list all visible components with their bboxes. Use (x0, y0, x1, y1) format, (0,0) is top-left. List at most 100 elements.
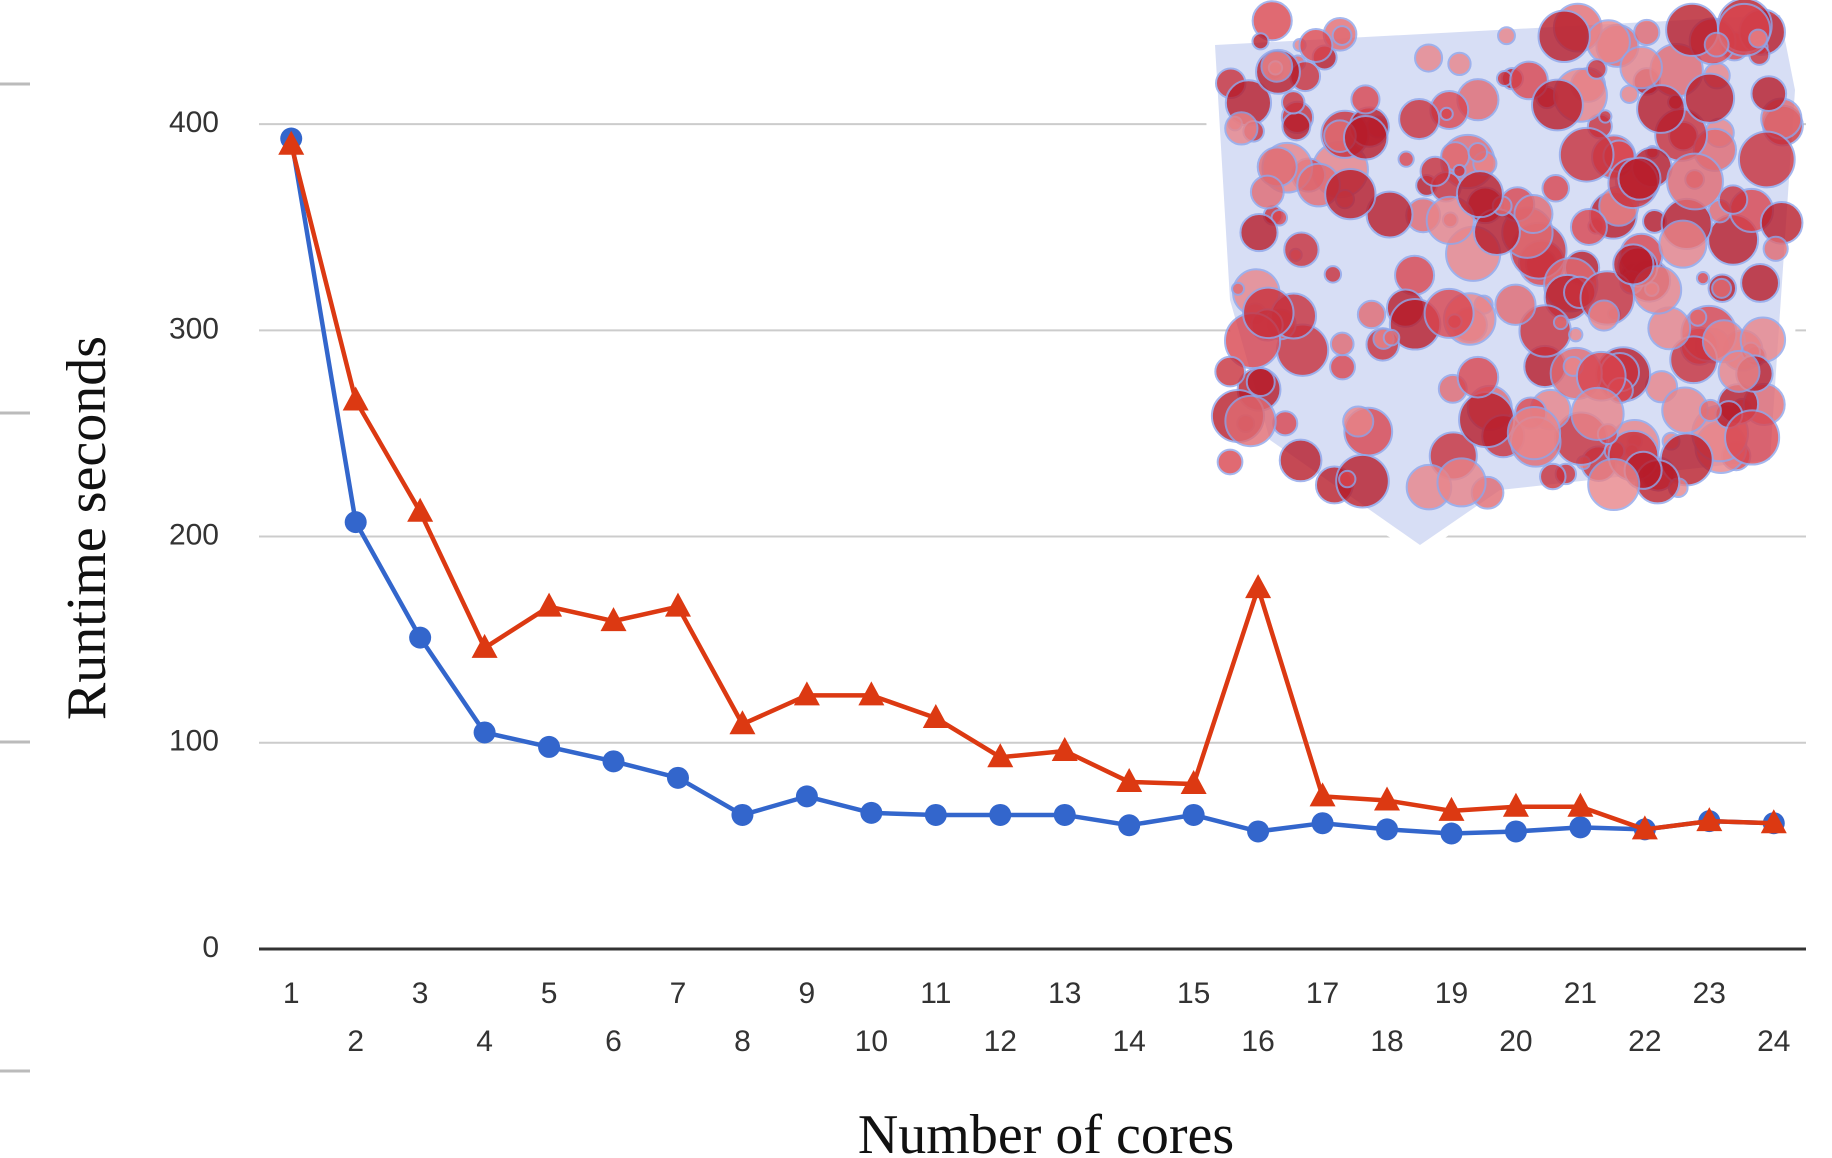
inset-blob (1508, 407, 1560, 459)
data-point (407, 498, 433, 522)
inset-blob (1613, 244, 1653, 284)
inset-blob (1659, 221, 1706, 268)
inset-blob (1540, 464, 1565, 489)
x-tick-label: 12 (984, 1025, 1017, 1058)
inset-blob (1498, 27, 1515, 44)
inset-blob (1571, 388, 1623, 440)
inset-blob (1589, 300, 1619, 330)
inset-blob (1495, 285, 1535, 325)
x-tick-label: 5 (541, 977, 558, 1010)
inset-blob (1218, 450, 1243, 475)
data-point (665, 593, 691, 617)
data-point (343, 386, 369, 410)
x-tick-label: 24 (1757, 1025, 1790, 1058)
data-point (472, 634, 498, 658)
inset-blob (1468, 143, 1487, 162)
data-point (1118, 814, 1140, 836)
data-point (538, 736, 560, 758)
data-point (925, 804, 947, 826)
inset-blob (1240, 214, 1277, 251)
x-tick-label: 22 (1628, 1025, 1661, 1058)
inset-blob (1440, 108, 1452, 120)
inset-blob (1421, 157, 1450, 186)
inset-blob (1273, 411, 1297, 435)
inset-blob (1587, 59, 1607, 79)
inset-blob (1588, 459, 1639, 510)
inset-blob (1764, 237, 1788, 261)
data-point (860, 802, 882, 824)
data-point (1569, 816, 1591, 838)
inset-blob (1280, 440, 1322, 482)
data-point (1247, 820, 1269, 842)
inset-blob (1333, 26, 1352, 45)
data-point (731, 804, 753, 826)
x-tick-label: 1 (283, 977, 300, 1010)
x-tick-label: 2 (347, 1025, 364, 1058)
inset-blob (1457, 171, 1503, 217)
inset-blob (1232, 283, 1244, 295)
data-point (1505, 820, 1527, 842)
inset-blob (1705, 33, 1729, 57)
inset-blob (1384, 330, 1400, 346)
x-tick-label: 13 (1048, 977, 1081, 1010)
x-tick-label: 23 (1693, 977, 1726, 1010)
data-point (1183, 804, 1205, 826)
inset-blob (1252, 33, 1268, 49)
y-tick-label: 200 (169, 518, 219, 551)
x-tick-label: 20 (1499, 1025, 1532, 1058)
data-point (1312, 812, 1334, 834)
inset-blob (1751, 76, 1786, 111)
inset-blob (1325, 266, 1341, 282)
inset-blob (1542, 175, 1569, 202)
inset-blob (1560, 128, 1614, 182)
x-tick-label: 16 (1241, 1025, 1274, 1058)
inset-blob (1251, 176, 1284, 209)
inset-blob (1225, 112, 1257, 144)
x-tick-label: 15 (1177, 977, 1210, 1010)
y-tick-label: 400 (169, 106, 219, 139)
inset-blob (1331, 333, 1354, 356)
x-tick-label: 11 (920, 977, 951, 1010)
inset-blob (1689, 309, 1706, 326)
data-point (989, 804, 1011, 826)
inset-blob (1395, 256, 1434, 295)
inset-blob (1697, 272, 1709, 284)
y-axis-title: Runtime seconds (56, 336, 118, 720)
chart: 0100200300400123456789101112131415161718… (0, 0, 1832, 1158)
inset-blob (1344, 116, 1388, 160)
x-tick-label: 6 (605, 1025, 622, 1058)
x-tick-label: 4 (476, 1025, 493, 1058)
inset-blob (1571, 209, 1607, 245)
inset-blob (1437, 458, 1485, 506)
data-point (536, 593, 562, 617)
inset-blob (1539, 11, 1590, 62)
data-point (1376, 818, 1398, 840)
inset-blob (1618, 158, 1660, 200)
inset-blob (1330, 355, 1355, 380)
inset-blob (1243, 288, 1293, 338)
x-tick-label: 10 (855, 1025, 888, 1058)
inset-blob (1667, 154, 1723, 210)
data-point (1440, 823, 1462, 845)
inset-blob (1532, 80, 1583, 131)
inset-blob (1425, 289, 1474, 338)
x-tick-label: 21 (1564, 977, 1597, 1010)
data-point (796, 785, 818, 807)
inset-blob (1634, 20, 1659, 45)
inset-blob (1284, 233, 1318, 267)
data-point (1052, 737, 1078, 761)
inset-blob (1225, 396, 1275, 446)
x-tick-label: 8 (734, 1025, 751, 1058)
inset-blob (1725, 410, 1779, 464)
inset-blob (1215, 357, 1245, 387)
inset-blob (1261, 51, 1292, 82)
inset-blob (1749, 30, 1767, 48)
x-tick-label: 7 (670, 977, 687, 1010)
inset-blob (1637, 85, 1685, 133)
inset-blob (1282, 112, 1310, 140)
x-tick-label: 18 (1370, 1025, 1403, 1058)
inset-blob (1741, 264, 1779, 302)
y-tick-label: 0 (202, 931, 219, 964)
x-tick-label: 14 (1113, 1025, 1146, 1058)
inset-blob (1351, 85, 1379, 113)
